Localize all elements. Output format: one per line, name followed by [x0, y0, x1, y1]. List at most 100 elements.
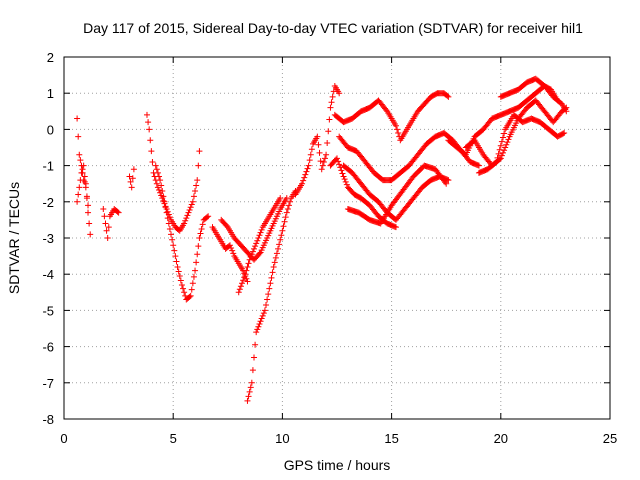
data-point — [503, 141, 510, 148]
data-point — [154, 169, 161, 176]
data-point — [196, 148, 203, 155]
data-point — [74, 115, 81, 122]
data-point — [187, 292, 194, 299]
data-point — [319, 162, 326, 169]
data-point — [177, 277, 184, 284]
data-point — [160, 193, 167, 200]
data-point — [77, 177, 84, 184]
data-point — [198, 225, 205, 232]
data-point — [267, 280, 274, 287]
data-point — [283, 209, 290, 216]
data-point — [254, 326, 261, 333]
data-point — [263, 301, 270, 308]
data-series — [344, 162, 450, 227]
data-point — [277, 236, 284, 243]
data-point — [162, 204, 169, 211]
data-point — [445, 93, 452, 100]
data-point — [85, 209, 92, 216]
data-point — [492, 159, 499, 166]
data-point — [343, 181, 350, 188]
data-point — [271, 259, 278, 266]
y-tick-label: 0 — [47, 122, 54, 137]
data-point — [146, 126, 153, 133]
data-point — [152, 162, 159, 169]
y-tick-label: 1 — [47, 86, 54, 101]
data-point — [339, 170, 346, 177]
data-point — [329, 93, 336, 100]
y-tick-label: -2 — [42, 195, 54, 210]
data-series — [126, 166, 137, 191]
data-point — [392, 122, 399, 129]
data-point — [261, 307, 268, 314]
data-point — [80, 162, 87, 169]
data-point — [443, 180, 450, 187]
data-point — [154, 184, 161, 191]
data-point — [241, 274, 248, 281]
data-point — [178, 282, 185, 289]
x-tick-label: 10 — [275, 431, 289, 446]
data-point — [145, 119, 152, 126]
data-point — [223, 222, 230, 229]
data-point — [246, 256, 253, 263]
data-point — [190, 193, 197, 200]
data-point — [499, 149, 506, 156]
data-point — [204, 214, 211, 221]
data-point — [266, 285, 273, 292]
data-point — [307, 151, 314, 158]
data-point — [102, 220, 109, 227]
data-point — [276, 241, 283, 248]
data-point — [259, 312, 266, 319]
data-point — [77, 157, 84, 164]
data-point — [181, 220, 188, 227]
data-series — [100, 206, 122, 241]
data-point — [126, 173, 133, 180]
data-point — [249, 248, 256, 255]
data-point — [170, 242, 177, 249]
data-point — [334, 155, 340, 162]
data-point — [561, 130, 568, 137]
data-point — [226, 242, 233, 249]
data-point — [147, 137, 154, 144]
data-point — [253, 329, 260, 336]
data-point — [285, 202, 292, 209]
data-series — [152, 162, 212, 303]
data-point — [192, 267, 199, 274]
data-point — [187, 204, 194, 211]
data-point — [316, 149, 323, 156]
data-point — [205, 213, 212, 220]
data-point — [560, 130, 567, 137]
data-point — [273, 250, 280, 257]
data-point — [149, 158, 156, 165]
data-point — [256, 320, 263, 327]
data-series — [336, 130, 482, 184]
data-series — [143, 111, 203, 234]
data-point — [156, 173, 163, 180]
data-point — [196, 235, 203, 241]
data-point — [157, 177, 164, 184]
data-point — [83, 193, 90, 200]
data-point — [195, 243, 202, 250]
data-point — [342, 178, 349, 185]
y-tick-label: -3 — [42, 231, 54, 246]
data-point — [280, 223, 287, 230]
data-point — [172, 253, 179, 260]
data-point — [502, 144, 509, 151]
data-point — [82, 184, 89, 191]
y-tick-label: -4 — [42, 267, 54, 282]
data-point — [75, 191, 82, 198]
data-point — [340, 173, 347, 180]
data-point — [258, 315, 265, 322]
data-point — [199, 221, 206, 228]
data-point — [308, 146, 315, 153]
data-point — [101, 213, 108, 220]
data-point — [499, 134, 506, 141]
data-point — [78, 169, 85, 176]
y-tick-label: -1 — [42, 159, 54, 174]
data-series — [235, 195, 284, 296]
data-point — [127, 178, 134, 185]
data-point — [496, 146, 503, 153]
data-point — [81, 173, 88, 180]
data-point — [252, 243, 259, 250]
x-tick-label: 15 — [384, 431, 398, 446]
